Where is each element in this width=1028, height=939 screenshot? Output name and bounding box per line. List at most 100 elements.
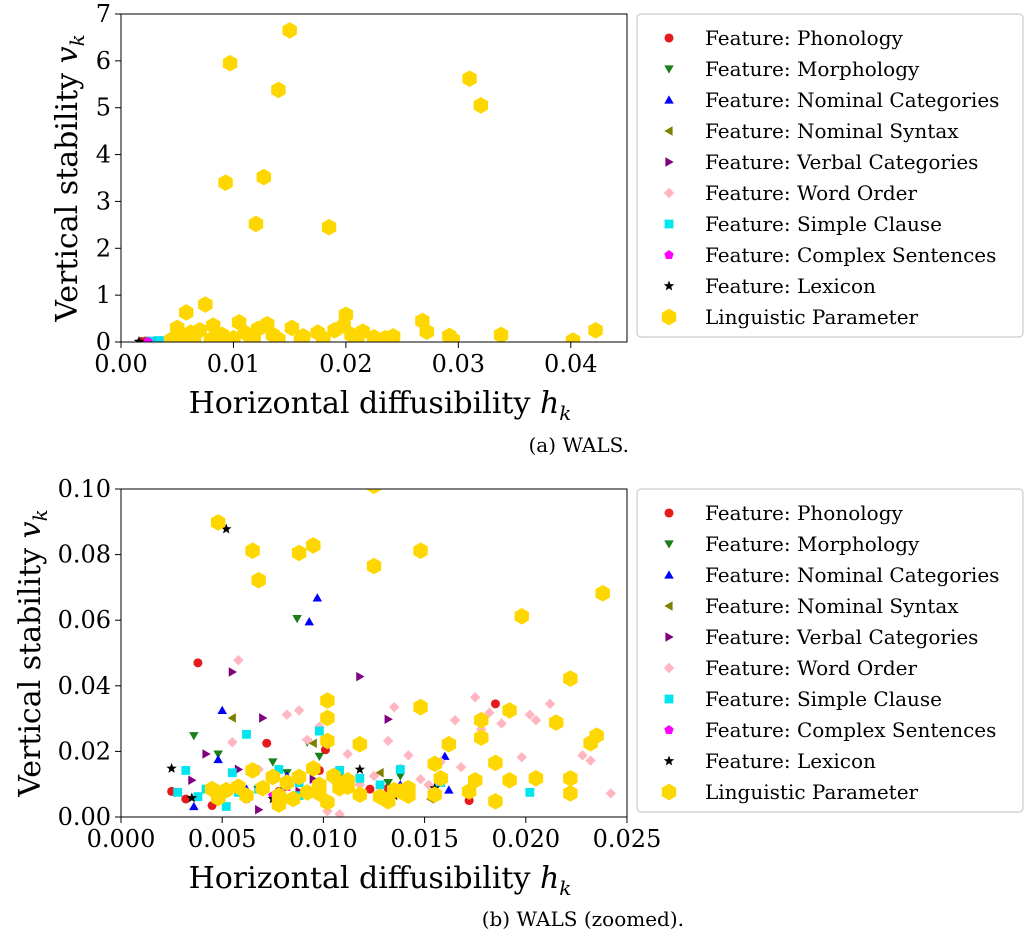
panel-b-legend-label-feature-lexicon: Feature: Lexicon: [705, 749, 876, 773]
panel-b-point-feature-nominal-categories-6: [313, 593, 323, 601]
panel-b-legend-label-feature-nominal-syntax: Feature: Nominal Syntax: [705, 594, 959, 618]
panel-b-point-linguistic-parameter-6: [413, 542, 427, 559]
panel-b-x-tick-label-1: 0.005: [188, 825, 257, 853]
panel-b-point-feature-nominal-syntax-0: [228, 713, 236, 723]
panel-b-legend-entry-feature-nominal-categories: Feature: Nominal Categories: [664, 563, 999, 587]
panel-b-legend-label-feature-phonology: Feature: Phonology: [705, 501, 903, 525]
panel-a-point-linguistic-parameter-8: [322, 219, 336, 236]
panel-b-point-linguistic-parameter-9: [515, 608, 529, 625]
panel-b-marks: [166, 477, 616, 819]
panel-b-legend-label-linguistic-parameter: Linguistic Parameter: [705, 780, 919, 804]
panel-a-legend-entry-feature-simple-clause: Feature: Simple Clause: [665, 212, 942, 236]
panel-b-series-linguistic-parameter: [205, 477, 610, 812]
panel-b-legend-entry-feature-verbal-categories: Feature: Verbal Categories: [665, 625, 978, 649]
panel-a-legend-entry-feature-nominal-categories: Feature: Nominal Categories: [664, 88, 999, 112]
panel-b-point-feature-word-order-17: [403, 750, 413, 760]
panel-a-legend-entry-feature-nominal-syntax: Feature: Nominal Syntax: [664, 119, 959, 143]
panel-b-point-feature-verbal-categories-1: [202, 749, 210, 759]
panel-a-point-linguistic-parameter-9: [198, 296, 212, 313]
panel-b-x-tick-label-3: 0.015: [390, 825, 459, 853]
panel-a-y-tick-label-1: 1: [96, 281, 111, 309]
panel-b-point-feature-word-order-25: [517, 752, 527, 762]
panel-b-point-feature-simple-clause-15: [396, 765, 405, 774]
panel-b-legend-label-feature-simple-clause: Feature: Simple Clause: [705, 687, 942, 711]
panel-b-y-tick-label-2: 0.04: [58, 672, 111, 700]
panel-b-point-feature-nominal-categories-0: [189, 802, 199, 810]
panel-a-y-axis-label: Vertical stability vk: [50, 34, 89, 322]
panel-b-point-feature-morphology-6: [315, 753, 325, 761]
panel-b-point-linguistic-parameter-8: [596, 585, 610, 602]
panel-b-point-feature-simple-clause-7: [242, 730, 251, 739]
panel-b-legend-marker-feature-phonology: [664, 508, 673, 517]
panel-b-point-feature-simple-clause-0: [173, 788, 182, 797]
panel-b-point-linguistic-parameter-11: [413, 699, 427, 716]
panel-a-point-linguistic-parameter-7: [249, 216, 263, 233]
panel-b-point-feature-verbal-categories-4: [255, 805, 263, 815]
panel-a-point-linguistic-parameter-10: [179, 304, 193, 321]
panel-b-point-feature-phonology-4: [262, 739, 271, 748]
panel-a-legend-label-feature-word-order: Feature: Word Order: [705, 181, 918, 205]
panel-b-point-linguistic-parameter-12: [320, 692, 334, 709]
panel-a-legend-marker-feature-simple-clause: [665, 220, 674, 229]
panel-b-point-linguistic-parameter-7: [367, 477, 381, 494]
panel-b-point-linguistic-parameter-16: [549, 714, 563, 731]
panel-a-point-linguistic-parameter-4: [271, 82, 285, 99]
panel-b-point-feature-verbal-categories-5: [259, 713, 267, 723]
panel-a-point-linguistic-parameter-0: [282, 22, 296, 39]
panel-b-point-linguistic-parameter-25: [529, 770, 543, 787]
panel-b-point-feature-nominal-categories-5: [304, 617, 314, 625]
panel-a-scatter: 0.00 0.01 0.02 0.03 0.04 0 1 2 3 4 5 6 7 Horizontal…: [50, 0, 1023, 457]
panel-a-point-linguistic-parameter-17: [494, 327, 508, 344]
panel-b-x-axis-label: Horizontal diffusibility hk: [189, 861, 572, 900]
panel-b-legend-entry-feature-complex-sentences: Feature: Complex Sentences: [664, 718, 996, 742]
panel-a-legend-label-feature-lexicon: Feature: Lexicon: [705, 274, 876, 298]
panel-b-legend-label-feature-complex-sentences: Feature: Complex Sentences: [705, 718, 996, 742]
panel-a-legend-entry-feature-complex-sentences: Feature: Complex Sentences: [664, 243, 996, 267]
panel-a-legend-label-linguistic-parameter: Linguistic Parameter: [705, 305, 919, 329]
panel-b-point-feature-word-order-24: [496, 718, 506, 728]
panel-a-y-tick-label-3: 3: [96, 187, 111, 215]
panel-a-x-tick-label-4: 0.04: [544, 350, 597, 378]
panel-a-y-tick-label-4: 4: [96, 141, 111, 169]
panel-a-y-tick-label-6: 6: [96, 47, 111, 75]
panel-b-point-feature-word-order-14: [383, 736, 393, 746]
panel-b-point-feature-phonology-2: [193, 658, 202, 667]
panel-a-legend-label-feature-verbal-categories: Feature: Verbal Categories: [705, 150, 978, 174]
panel-b-point-feature-word-order-1: [227, 737, 237, 747]
panel-b-point-feature-word-order-28: [545, 699, 555, 709]
panel-b-point-linguistic-parameter-23: [474, 729, 488, 746]
panel-a-x-axis-label: Horizontal diffusibility hk: [189, 386, 572, 425]
panel-b-point-feature-word-order-11: [342, 749, 352, 759]
panel-b-point-feature-verbal-categories-8: [356, 672, 364, 682]
panel-a-y-tick-label-5: 5: [96, 94, 111, 122]
panel-b-point-feature-simple-clause-14: [376, 780, 385, 789]
panel-b-point-feature-lexicon-0: [166, 763, 176, 773]
panel-b-point-feature-nominal-categories-1: [213, 755, 223, 763]
panel-b-x-tick-label-5: 0.025: [593, 825, 662, 853]
panel-b-point-feature-simple-clause-5: [228, 768, 237, 777]
panel-b-point-feature-simple-clause-17: [525, 788, 534, 797]
panel-b-point-feature-word-order-29: [577, 750, 587, 760]
panel-a-legend-label-feature-simple-clause: Feature: Simple Clause: [705, 212, 942, 236]
panel-b-frame: [121, 489, 627, 817]
panel-b-point-feature-word-order-31: [606, 788, 616, 798]
panel-a-legend-label-feature-nominal-categories: Feature: Nominal Categories: [705, 88, 999, 112]
panel-b-point-linguistic-parameter-5: [367, 558, 381, 575]
panel-b-point-feature-word-order-10: [334, 809, 344, 819]
panel-a-legend-label-feature-nominal-syntax: Feature: Nominal Syntax: [705, 119, 959, 143]
panel-a-point-linguistic-parameter-3: [474, 97, 488, 114]
panel-a-y-tick-label-7: 7: [96, 0, 111, 28]
panel-b-y-tick-label-5: 0.10: [58, 475, 111, 503]
panel-b-legend: Feature: PhonologyFeature: MorphologyFea…: [637, 489, 1023, 812]
panel-b-point-linguistic-parameter-36: [563, 785, 577, 802]
panel-b-point-feature-word-order-21: [470, 692, 480, 702]
panel-b-legend-label-feature-nominal-categories: Feature: Nominal Categories: [705, 563, 999, 587]
panel-b-point-feature-word-order-5: [282, 709, 292, 719]
panel-a-series-linguistic-parameter: [164, 22, 602, 349]
panel-b-point-linguistic-parameter-26: [563, 770, 577, 787]
panel-a-legend-label-feature-phonology: Feature: Phonology: [705, 26, 903, 50]
panel-b-point-feature-word-order-30: [585, 755, 595, 765]
panel-b-point-feature-word-order-15: [389, 702, 399, 712]
panel-b-point-feature-simple-clause-11: [315, 727, 324, 736]
panel-b-y-axis-label: Vertical stability vk: [13, 509, 52, 797]
